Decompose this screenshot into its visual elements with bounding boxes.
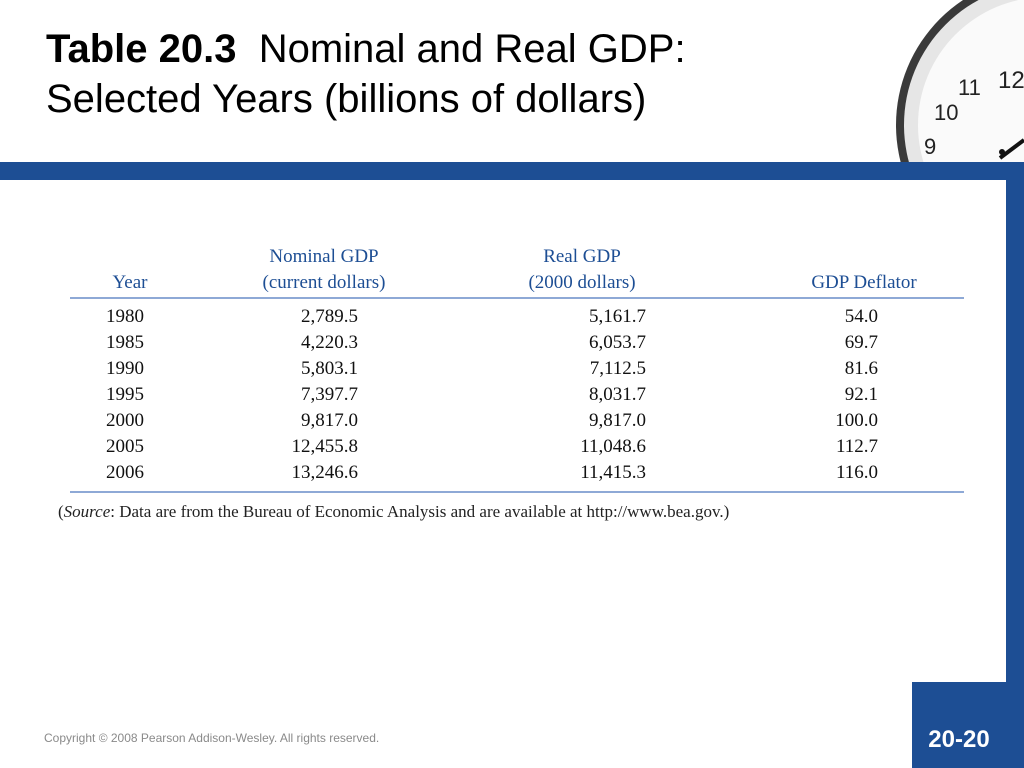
source-label: Source (63, 502, 111, 521)
cell-nominal: 9,817.0 (301, 410, 358, 431)
cell-deflator: 112.7 (835, 436, 878, 457)
cell-year: 2006 (106, 462, 144, 483)
cell-deflator: 69.7 (844, 332, 878, 353)
cell-real: 6,053.7 (589, 332, 646, 353)
table-number: Table 20.3 (46, 27, 237, 71)
page-number: 20-20 (912, 682, 1006, 768)
cell-deflator: 81.6 (844, 358, 878, 379)
cell-nominal: 13,246.6 (291, 462, 359, 483)
cell-nominal: 7,397.7 (301, 384, 358, 405)
cell-real: 7,112.5 (589, 358, 646, 379)
col-header-nominal-line1: Nominal GDP (269, 246, 379, 267)
col-header-nominal: Nominal GDP (current dollars) (234, 244, 414, 296)
cell-real: 11,048.6 (580, 436, 646, 457)
source-note: (Source: Data are from the Bureau of Eco… (58, 502, 729, 522)
clock-numeral: 12 (998, 67, 1024, 94)
clock-numeral: 11 (958, 75, 981, 100)
header-rule (70, 297, 964, 299)
cell-nominal: 2,789.5 (301, 306, 358, 327)
col-header-deflator: GDP Deflator (811, 272, 917, 293)
title-line-2: Selected Years (billions of dollars) (46, 77, 647, 121)
cell-deflator: 100.0 (835, 410, 878, 431)
header-bar (0, 162, 1024, 180)
cell-nominal: 5,803.1 (301, 358, 358, 379)
cell-nominal: 4,220.3 (301, 332, 358, 353)
cell-year: 1990 (106, 358, 144, 379)
col-header-real-line1: Real GDP (543, 246, 621, 267)
cell-deflator: 92.1 (844, 384, 878, 405)
cell-real: 8,031.7 (589, 384, 646, 405)
cell-year: 2000 (106, 410, 144, 431)
cell-real: 9,817.0 (589, 410, 646, 431)
cell-year: 1995 (106, 384, 144, 405)
title-line-1: Nominal and Real GDP: (258, 27, 686, 71)
col-header-year: Year (112, 272, 148, 293)
col-header-real-line2: (2000 dollars) (528, 272, 636, 293)
cell-year: 1985 (106, 332, 144, 353)
clock-image: 12 11 10 9 (896, 0, 1024, 162)
source-text: : Data are from the Bureau of Economic A… (110, 502, 730, 521)
cell-real: 11,415.3 (580, 462, 646, 483)
col-header-nominal-line2: (current dollars) (262, 272, 386, 293)
cell-deflator: 116.0 (835, 462, 878, 483)
clock-numeral: 10 (934, 100, 958, 125)
cell-nominal: 12,455.8 (291, 436, 359, 457)
cell-year: 1980 (106, 306, 144, 327)
cell-real: 5,161.7 (589, 306, 646, 327)
copyright-text: Copyright © 2008 Pearson Addison-Wesley.… (44, 731, 380, 745)
cell-year: 2005 (106, 436, 144, 457)
cell-deflator: 54.0 (844, 306, 878, 327)
footer-rule (70, 491, 964, 493)
clock-numeral: 9 (924, 134, 936, 159)
col-header-real: Real GDP (2000 dollars) (502, 244, 662, 296)
slide-title: Table 20.3 Nominal and Real GDP: Selecte… (46, 24, 866, 124)
side-bar (1006, 180, 1024, 768)
source-open: ( (58, 502, 64, 521)
